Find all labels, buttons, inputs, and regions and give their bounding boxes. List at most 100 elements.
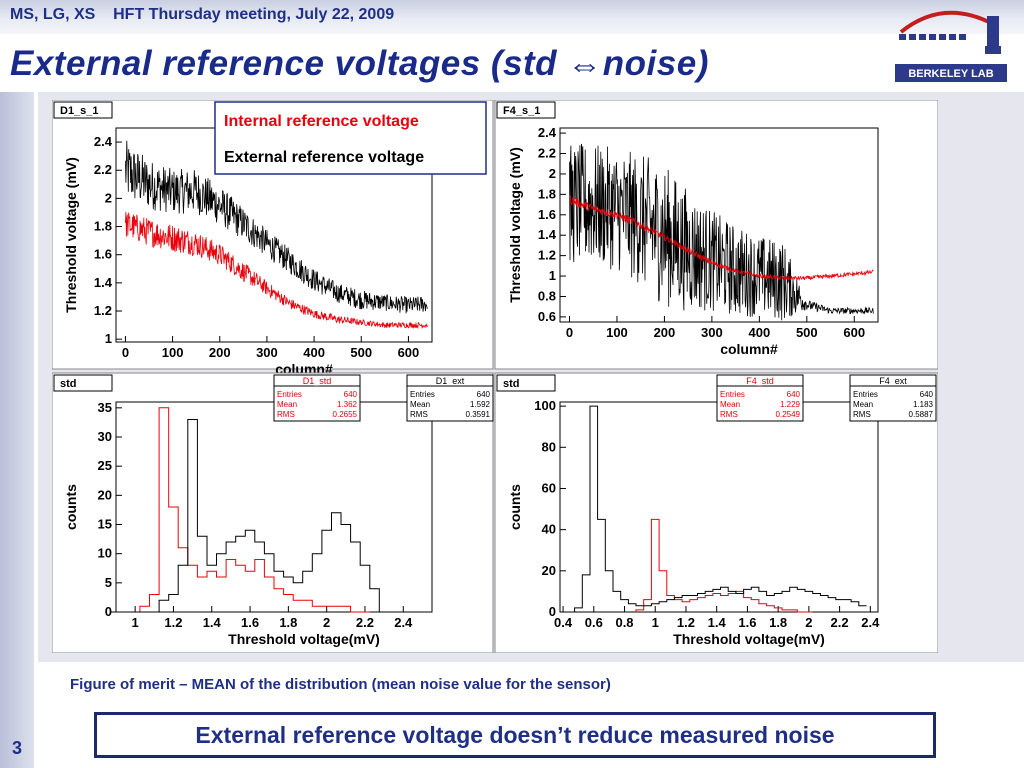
y-tick-label: 0.6 [538,309,556,324]
x-tick-label: 1.4 [203,615,222,630]
x-tick-label: 100 [606,325,628,340]
x-tick-label: 600 [398,345,420,360]
y-tick-label: 15 [98,517,112,532]
y-tick-label: 2 [105,190,112,205]
stats-title: F4_ext [879,376,907,386]
figure-caption: Figure of merit – MEAN of the distributi… [70,676,611,693]
x-tick-label: 1 [652,615,659,630]
y-tick-label: 1.4 [538,227,557,242]
figure: D1_s_1 0 100 200 300 400 500 600 1 1.2 1.4 1.6 1.8 2 2… [52,100,938,653]
berkeley-lab-logo: BERKELEY LAB [895,10,1007,82]
chart-panel-4: std 0.4 0.6 0.8 1 1.2 1.4 1.6 1.8 2 2.2 2.4 0 20 40 60 8… [494,372,938,653]
stats-value: 0.5887 [909,410,934,419]
x-tick-label: 1 [132,615,139,630]
stats-box-frame [406,374,494,422]
y-tick-label: 10 [98,546,112,561]
x-tick-label: 100 [162,345,184,360]
stats-title: D1_ext [436,376,465,386]
histogram-outline [111,419,389,613]
x-tick-label: 1.8 [279,615,297,630]
y-tick-label: 1.6 [94,247,112,262]
x-tick-label: 1.2 [677,615,695,630]
y-tick-label: 1.8 [94,219,112,234]
stats-value: 640 [344,390,358,399]
x-tick-label: 500 [350,345,372,360]
series-line-1 [569,143,874,321]
panel-label-box [53,101,113,119]
x-tick-label: 0 [566,325,573,340]
x-tick-label: 2.4 [861,615,880,630]
stats-value: 1.362 [337,400,358,409]
y-tick-label: 2.2 [94,162,112,177]
panel-label: std [496,374,556,392]
histogram-1 [111,407,370,613]
stats-key: RMS [277,410,295,419]
stats-value: 0.2655 [333,410,358,419]
series-line-1 [125,140,428,314]
panel-label: std [53,374,113,392]
x-tick-label: 1.2 [164,615,182,630]
y-tick-label: 1.6 [538,207,556,222]
y-tick-label: 35 [98,400,112,415]
y-tick-label: 1 [549,268,556,283]
x-tick-label: 0.4 [554,615,573,630]
y-tick-label: 2.2 [538,146,556,161]
y-tick-label: 1 [105,331,112,346]
histogram-2 [111,419,389,613]
stats-box-frame [716,374,804,422]
stats-key: Entries [410,390,435,399]
x-tick-label: 1.6 [738,615,756,630]
stats-box-frame [273,374,361,422]
histogram-outline [111,407,370,613]
y-tick-label: 1.8 [538,186,556,201]
stats-title: F4_std [746,376,774,386]
series-line-2 [569,195,874,281]
histogram-1 [635,518,813,613]
y-tick-label: 2.4 [94,134,113,149]
y-axis-label: counts [63,484,79,530]
stats-key: Mean [410,400,430,409]
stats-value: 0.2549 [776,410,801,419]
stats-key: Entries [853,390,878,399]
x-tick-label: 1.8 [769,615,787,630]
y-tick-label: 30 [98,429,112,444]
y-tick-label: 5 [105,575,112,590]
y-tick-label: 1.2 [94,303,112,318]
stats-value: 1.183 [913,400,934,409]
x-tick-label: 0.6 [585,615,603,630]
y-tick-label: 1.4 [94,275,113,290]
x-tick-label: 400 [748,325,770,340]
stats-key: RMS [720,410,738,419]
panel-label-text: std [60,378,77,390]
plots-canvas: D1_s_10 100 200 300 400 500 60011.21.41.61.822… [52,100,938,653]
x-tick-label: 2 [323,615,330,630]
x-axis-label: Threshold voltage(mV) [673,631,825,647]
y-tick-label: 2 [549,166,556,181]
stats-value: 640 [787,390,801,399]
legend-external: External reference voltage [224,149,424,166]
y-tick-label: 1.2 [538,248,556,263]
stats-key: Mean [277,400,297,409]
y-tick-label: 0 [549,604,556,619]
stats-key: RMS [410,410,428,419]
stats-box-frame [849,374,937,422]
y-tick-label: 25 [98,458,112,473]
x-tick-label: 300 [256,345,278,360]
x-tick-label: 500 [796,325,818,340]
stats-value: 0.3591 [466,410,491,419]
y-axis-label: counts [507,484,523,530]
y-tick-label: 20 [98,487,112,502]
x-tick-label: 2 [805,615,812,630]
x-tick-label: 400 [303,345,325,360]
stats-value: 640 [920,390,934,399]
stats-title: D1_std [303,376,332,386]
y-axis-label: Threshold voltage (mV) [63,157,79,313]
chart-panel-3: std 1 1.2 1.4 1.6 1.8 2 2.2 2.4 0 5 10 15 20 25 30 35 Thr… [52,372,494,653]
x-tick-label: 0.8 [615,615,633,630]
y-axis-label: Threshold voltage (mV) [507,147,523,303]
x-tick-label: 0 [122,345,129,360]
stats-key: Mean [720,400,740,409]
x-tick-label: 2.4 [394,615,413,630]
